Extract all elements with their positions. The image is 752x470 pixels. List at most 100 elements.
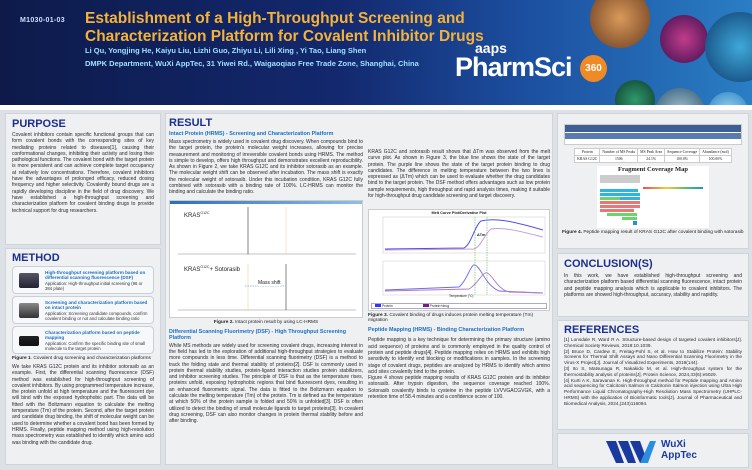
dsf-instrument-icon [19,273,39,288]
logo-line-1: WuXi [661,439,686,450]
fragment-bar [600,197,620,200]
figure-4-panel: Protein Number of MS Peaks MS Peak Area … [557,113,749,249]
table-cell: 100.0% [664,155,701,163]
peptide-text-2: Figure 4 shows peptide mapping results o… [368,375,550,401]
method-item-peptide: Characterization platform based on pepti… [12,326,154,354]
purpose-heading: PURPOSE [12,118,66,130]
wuxi-logo-mark [606,441,656,463]
cell-image [660,15,708,63]
wuxi-logo-panel: WuXi AppTec [557,433,749,468]
sequence-text [600,175,640,183]
fragment-bar [600,209,634,212]
legend-protein-drug: Protein+drug [422,304,450,309]
figure-4-caption: Figure 4. Peptide mapping result of KRAS… [562,230,744,235]
poster-title: Establishment of a High-Throughput Scree… [85,10,484,45]
table-header: MS Peak Area [637,148,666,156]
mass-spectra-svg [178,206,356,310]
fragment-bar [622,217,637,220]
grid-filter-row [565,133,741,139]
coverage-bars-svg [600,175,703,225]
references-heading: REFERENCES [564,324,640,336]
suffix: + Sotorasib [209,266,241,273]
peptide-results-grid [564,124,742,145]
conclusion-heading: CONCLUSION(S) [564,258,653,270]
intact-subheading: Intact Protein (HRMS) - Screening and Ch… [169,131,334,137]
dsf-result-text: KRAS G12C and sotorasib result shows tha… [368,149,550,200]
fragment-bar [600,201,640,204]
figure-2-caption: Figure 2. Intact protein result by using… [169,320,363,325]
figure-1-caption: Figure 1. Covalent drug screening and ch… [12,356,154,361]
tissue-image [655,88,705,105]
fig2-bottom-label: KRASG12C+ Sotorasib [184,265,240,273]
label: KRAS [184,212,201,219]
table-cell: 100.00% [699,155,732,163]
delta-tm-label: ΔTm [477,233,486,238]
sup: G12C [200,210,210,215]
hrms-instrument-icon [19,336,39,346]
result-heading: RESULT [169,117,213,129]
figure-3-melt-curve: Melt Curve Plot/Derivative Plot ΔTm Temp… [368,209,550,312]
references-panel: REFERENCES [1] Lonsdale R, Ward R A. Str… [557,320,749,430]
dsf-subheading: Differential Scanning Fluorimetry (DSF) … [169,328,346,341]
affiliation: DMPK Department, WuXi AppTec, 31 Yiwei R… [85,59,419,68]
method-item-title: Screening and characterization platform … [45,300,148,311]
method-item-application: Application: Screening candidate compoun… [45,310,148,322]
crystal-image [708,92,748,105]
coverage-table: Protein Number of MS Peaks MS Peak Area … [574,148,732,163]
grid-header [565,125,741,132]
conclusion-panel: CONCLUSION(S) In this work, we have esta… [557,253,749,317]
label: KRAS [184,266,201,273]
method-item-application: Application: High-throughput initial scr… [45,280,143,292]
fig2-top-label: KRASG12C [184,211,210,219]
sup: G12C [200,264,210,269]
fragment-bar [620,197,640,200]
method-item-intact: Screening and characterization platform … [12,296,154,324]
header-divider [0,105,752,110]
caption-text: Peptide mapping result of KRAS G12C afte… [582,230,744,235]
fig3-xlabel: Temperature (°C) [449,294,474,299]
method-item-application: Application: Confirm the specific bindin… [45,340,146,352]
melt-plot-frame [382,217,546,254]
reference-item: [2] Bruce D, Cardew E, Freitag-Pohl S, e… [564,348,742,366]
authors: Li Qu, Yongjing He, Kaiyu Liu, Lizhi Guo… [85,46,367,55]
fragment-bar [633,221,637,225]
method-item-title: Characterization platform based on pepti… [45,330,140,341]
figure-label: Figure 4. [562,230,582,235]
table-cell: 1506 [599,155,639,163]
legend-label: Protein+drug [429,304,450,309]
wuxi-logo-text: WuXi AppTec [661,439,697,461]
fig3-title: Melt Curve Plot/Derivative Plot [431,211,487,216]
table-header-row: Protein Number of MS Peaks MS Peak Area … [574,148,732,156]
particles-image [705,12,752,82]
table-header: Protein [574,148,601,156]
protein-drug-derivative-curve [384,272,544,294]
fragment-bar [600,193,640,196]
protein-drug-melt-curve [384,228,544,251]
result-right-column: KRAS G12C and sotorasib result shows tha… [368,149,550,400]
molecule-image [590,0,650,48]
fragment-bar [607,213,637,216]
color-scale [643,187,703,189]
table-row: KRAS G12C 1506 24.1% 100.0% 100.00% [574,155,732,163]
dsf-text: While MS methods are widely used for scr… [169,342,363,425]
fragment-coverage-map: Fragment Coverage Map [597,166,709,228]
caption-text: Intact protein result by using LC-HRMS [233,319,319,325]
table-cell: 24.1% [637,155,666,163]
coverage-map-title: Fragment Coverage Map [617,166,689,173]
figure-3-caption: Figure 3. Covalent binding of drugs indu… [368,313,550,323]
legend-label: Protein [381,304,393,309]
caption-text: . Covalent drug screening and characteri… [30,356,151,361]
method-item-title: High-throughput screening platform based… [45,270,146,281]
poster-code: M1030-01-03 [20,17,65,24]
method-panel: METHOD High-throughput screening platfor… [5,248,161,465]
reference-item: [3] Ito S, Matsunaga R, Nakakido M, et a… [564,365,742,377]
melt-curve-svg [382,217,546,296]
fragment-bar [600,189,638,192]
method-heading: METHOD [12,252,60,264]
fragment-bar [600,205,640,208]
result-panel: RESULT Intact Protein (HRMS) - Screening… [165,113,553,465]
reference-item: [1] Lonsdale R, Ward R A. Structure-base… [564,337,742,348]
table-header: Sequence Coverage [664,148,701,156]
logo-line-2: AppTec [661,450,697,461]
spectra-toolbar [170,200,362,204]
